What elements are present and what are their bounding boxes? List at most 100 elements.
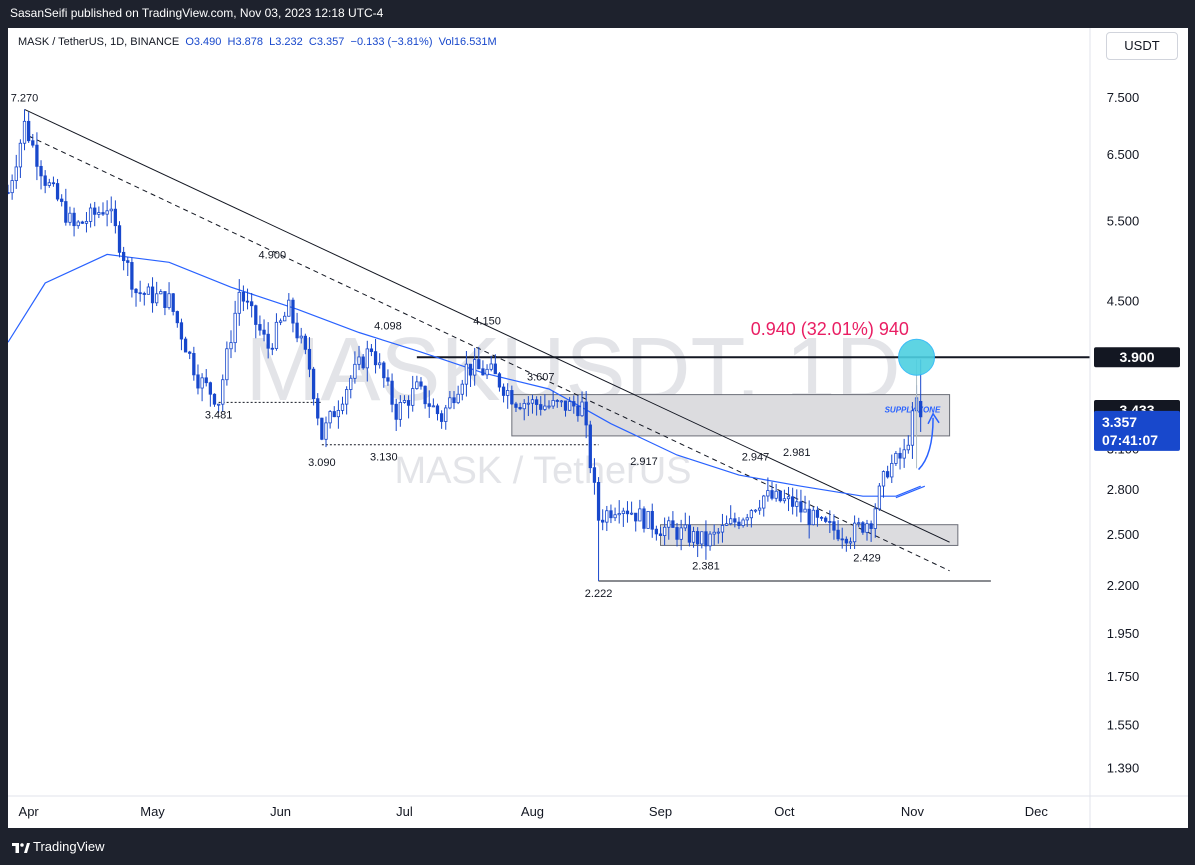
y-tick-label: 2.200 [1107, 578, 1140, 593]
candle-down [824, 517, 828, 522]
candle-down [183, 338, 188, 353]
candle-up [708, 533, 712, 547]
highlight-circle [898, 338, 936, 376]
candle-down [55, 183, 60, 200]
candle-down [369, 348, 374, 353]
current-price-tag: 3.357 [1102, 414, 1137, 430]
candle-down [423, 385, 427, 405]
candle-up [444, 407, 448, 422]
candle-down [394, 403, 398, 420]
candle-up [167, 293, 171, 308]
candle-down [270, 347, 274, 350]
candle-down [316, 398, 320, 419]
candle-up [543, 405, 547, 410]
watermark-pair: MASK / TetherUS [394, 450, 691, 492]
candle-up [526, 402, 530, 405]
candle-down [832, 521, 836, 531]
candle-up [613, 514, 617, 519]
candle-up [745, 517, 749, 521]
candle-down [188, 351, 192, 354]
candle-up [10, 180, 14, 194]
candle-up [18, 142, 23, 168]
price-annotation: 4.900 [259, 249, 287, 261]
candle-down [320, 417, 324, 440]
price-annotation: 3.130 [370, 452, 398, 464]
chart-panel[interactable]: MASKUSDT, 1D MASK / TetherUS SUPPLY ZONE… [8, 28, 1188, 828]
price-chart[interactable]: MASKUSDT, 1D MASK / TetherUS SUPPLY ZONE… [8, 28, 1188, 828]
y-tick-label: 1.550 [1107, 717, 1140, 732]
candle-down [588, 424, 592, 469]
y-tick-label: 1.390 [1107, 761, 1140, 776]
tradingview-logo[interactable]: TradingView [12, 839, 105, 854]
candle-down [654, 528, 659, 535]
candle-up [617, 513, 621, 516]
candle-up [97, 212, 101, 215]
candle-down [138, 292, 142, 295]
candle-down [468, 363, 473, 376]
candle-down [64, 201, 68, 223]
candle-down [650, 511, 654, 530]
candle-down [250, 301, 254, 307]
candle-up [753, 509, 758, 512]
candle-up [749, 510, 753, 519]
candle-down [130, 262, 134, 290]
descending-trendline [24, 108, 950, 543]
candle-down [192, 353, 196, 376]
legend-volume: Vol16.531M [438, 36, 497, 48]
candle-down [121, 251, 126, 262]
candle-down [501, 386, 506, 396]
candle-up [629, 512, 634, 515]
candle-down [134, 288, 138, 294]
candle-down [171, 293, 175, 312]
candle-down [439, 413, 444, 422]
candle-up [803, 508, 807, 513]
candle-down [150, 286, 155, 304]
candle-down [844, 538, 848, 544]
candle-up [221, 379, 225, 405]
price-annotation: 2.222 [585, 588, 613, 600]
candle-up [605, 510, 609, 523]
candle-up [229, 342, 233, 350]
currency-button[interactable]: USDT [1106, 32, 1178, 60]
candle-up [460, 383, 464, 395]
y-tick-label: 4.500 [1107, 293, 1140, 308]
symbol-legend: MASK / TetherUS, 1D, BINANCE O3.490 H3.8… [18, 36, 497, 48]
candle-up [530, 399, 535, 404]
price-annotation: 3.607 [527, 371, 555, 383]
candle-up [402, 400, 407, 403]
candle-up [691, 531, 696, 543]
price-annotation: 2.429 [853, 553, 881, 565]
candle-up [200, 377, 204, 389]
tradingview-logo-icon [12, 842, 30, 853]
candle-up [88, 207, 93, 222]
candle-up [910, 410, 915, 446]
candle-up [857, 522, 861, 525]
y-tick-label: 7.500 [1107, 90, 1140, 105]
candle-up [84, 220, 89, 224]
candle-up [159, 291, 163, 295]
candle-up [811, 509, 815, 526]
candle-down [208, 382, 212, 395]
candle-down [311, 368, 316, 400]
y-tick-label: 1.950 [1107, 626, 1140, 641]
x-tick-label: May [140, 804, 165, 819]
candle-up [283, 315, 287, 322]
publisher-bar: SasanSeifi published on TradingView.com,… [0, 0, 1195, 28]
price-annotation: 4.098 [374, 320, 402, 332]
candle-up [14, 166, 18, 181]
candle-down [737, 521, 741, 526]
candle-up [724, 523, 729, 526]
candle-down [80, 221, 84, 224]
candle-down [770, 490, 774, 499]
candle-up [464, 363, 469, 385]
candle-down [828, 521, 832, 523]
candle-down [175, 311, 179, 324]
countdown-tag: 07:41:07 [1102, 432, 1158, 448]
candle-up [795, 501, 799, 507]
candle-down [687, 524, 692, 543]
candle-up [729, 518, 733, 525]
candle-up [881, 471, 886, 487]
price-annotation: 4.150 [473, 315, 501, 327]
candle-down [8, 192, 10, 194]
candle-up [105, 210, 109, 215]
